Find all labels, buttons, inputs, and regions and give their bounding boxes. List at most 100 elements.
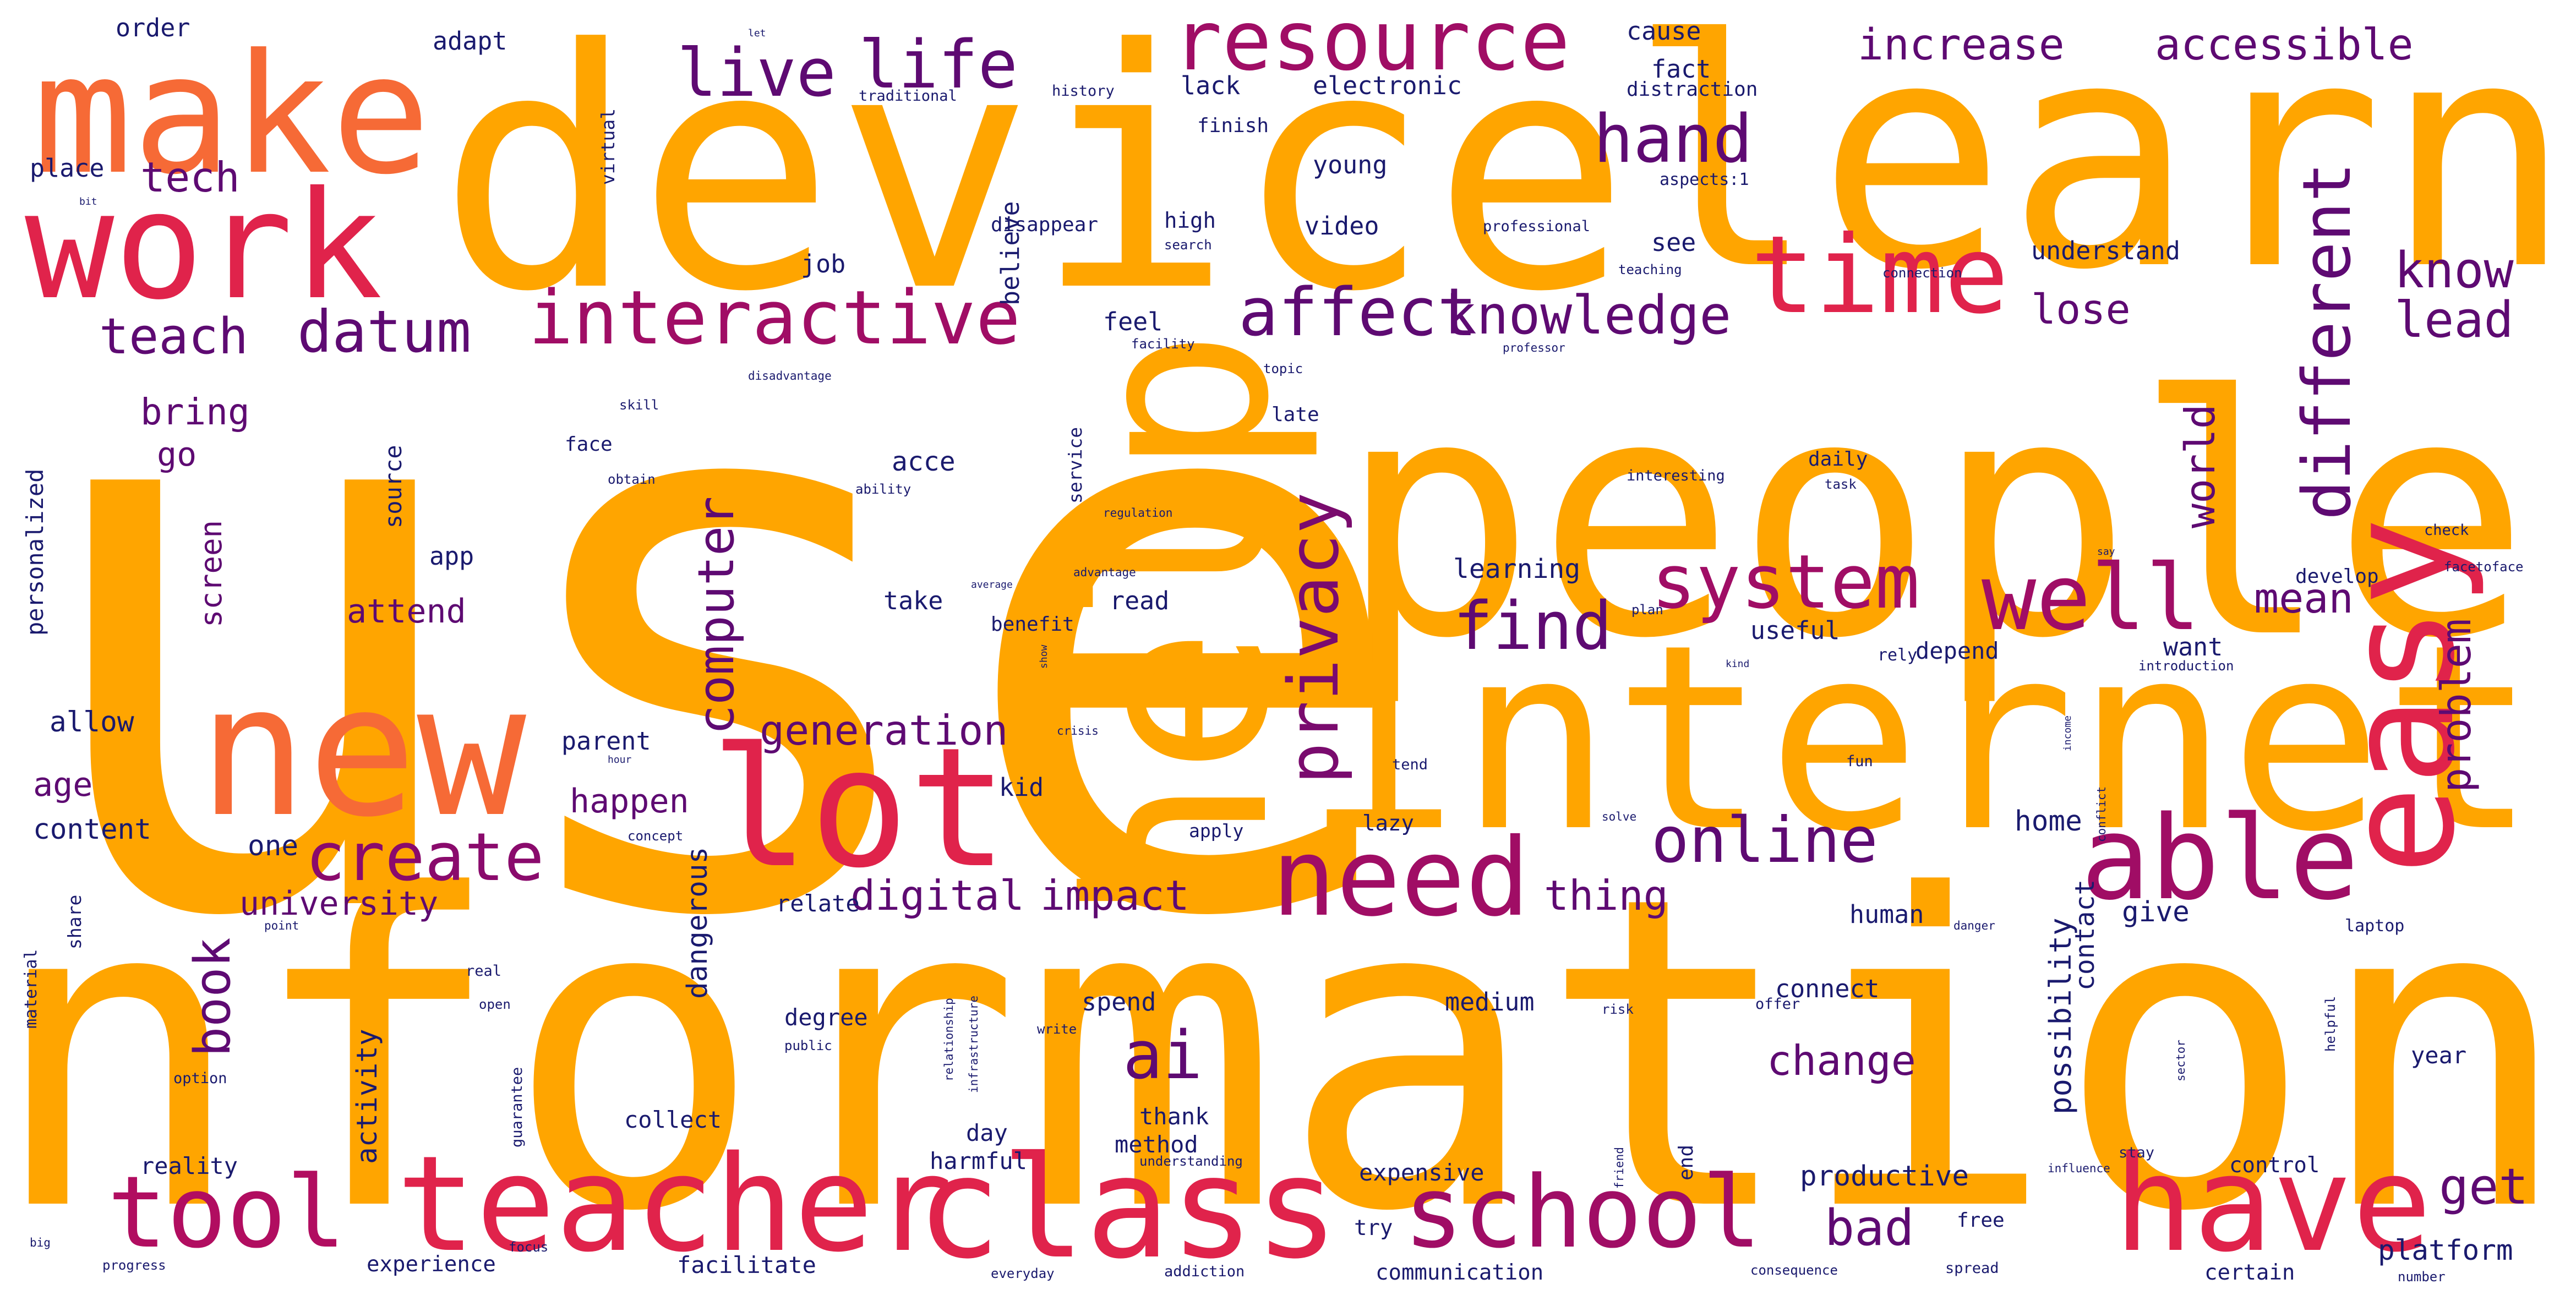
word-help: help [1037,328,1324,925]
word-different: different [2290,162,2366,520]
word-expensive: expensive [1359,1161,1485,1187]
word-thank: thank [1139,1105,1209,1131]
word-tool: tool [107,1156,346,1271]
word-helpful: helpful [2323,996,2338,1052]
word-relate: relate [776,892,860,918]
word-need: need [1271,817,1530,941]
word-kid: kid [999,773,1044,802]
word-activity: activity [352,1029,385,1164]
word-topic: topic [1263,362,1303,376]
word-check: check [2424,523,2469,540]
word-fun: fun [1846,755,1873,771]
word-rely: rely [1878,647,1918,665]
word-take: take [883,586,943,616]
word-depend: depend [1915,639,1999,665]
word-say: say [2097,547,2115,558]
word-let: let [748,28,766,40]
word-impact: impact [1040,872,1189,920]
word-dangerous: dangerous [682,846,715,999]
word-infrastructure: infrastructure [968,995,981,1093]
word-facetoface: facetoface [2444,560,2524,575]
word-use: use [17,183,1418,1086]
word-live: live [677,36,836,112]
word-crisis: crisis [1057,725,1099,738]
word-influence: influence [2048,1162,2110,1176]
word-focus: focus [509,1240,549,1255]
word-ability: ability [855,482,912,497]
word-problem: problem [2432,618,2480,793]
word-have: have [2114,1128,2432,1281]
word-lack: lack [1181,71,1241,101]
word-lose: lose [2031,286,2131,334]
word-privacy: privacy [1273,491,1354,784]
word-point: point [264,920,299,933]
word-regulation: regulation [1103,507,1173,520]
word-number: number [2398,1270,2446,1285]
word-platform: platform [2378,1235,2513,1268]
word-control: control [2229,1154,2320,1179]
word-addiction: addiction [1164,1265,1245,1281]
word-connect: connect [1775,974,1880,1004]
word-computer: computer [689,496,746,735]
word-learn: learn [1628,0,2573,338]
word-feel: feel [1103,307,1163,337]
word-attend: attend [347,591,466,631]
word-online: online [1651,804,1878,877]
word-change: change [1767,1037,1916,1085]
word-professor: professor [1503,342,1565,355]
word-people: people [1338,327,2531,712]
word-year: year [2411,1043,2467,1070]
word-obtain: obtain [608,472,656,487]
word-generation: generation [760,707,1008,755]
word-free: free [1957,1209,2005,1232]
word-harmful: harmful [930,1149,1028,1176]
word-get: get [2439,1159,2529,1217]
word-face: face [565,433,613,456]
word-create: create [305,821,544,897]
word-bad: bad [1825,1200,1914,1258]
word-spend: spend [1082,987,1156,1017]
word-teaching: teaching [1618,263,1682,277]
word-sector: sector [2175,1040,2188,1081]
word-content: content [33,814,151,847]
word-option: option [173,1072,227,1088]
word-reality: reality [140,1154,238,1181]
word-big: big [30,1237,51,1250]
word-human: human [1849,900,1924,930]
word-go: go [157,434,197,474]
word-internet: internet [1305,589,2537,888]
word-able: able [2081,791,2359,926]
word-want: want [2163,632,2223,662]
word-university: university [239,883,439,923]
word-experience: experience [367,1253,496,1278]
word-material: material [23,949,41,1029]
word-give: give [2122,897,2190,930]
word-contact: contact [2069,879,2100,991]
word-interesting: interesting [1627,469,1725,485]
word-job: job [801,249,846,279]
word-friend: friend [1613,1147,1627,1189]
word-bit: bit [79,196,97,208]
word-class: class [916,1128,1339,1291]
word-electronic: electronic [1313,71,1462,101]
word-progress: progress [102,1258,166,1273]
word-professional: professional [1483,220,1591,236]
word-distraction: distraction [1627,78,1758,101]
word-risk: risk [1602,1002,1634,1017]
word-source: source [381,445,408,528]
word-show: show [1039,644,1050,669]
word-thing: thing [1544,872,1668,920]
word-share: share [64,894,86,949]
word-interactive: interactive [528,274,1021,362]
word-tend: tend [1392,758,1428,774]
word-personalized: personalized [23,468,50,636]
word-end: end [1674,1144,1698,1181]
word-communication: communication [1376,1261,1544,1286]
word-work: work [25,160,383,334]
word-allow: allow [50,707,134,740]
word-information: information [0,807,2573,1306]
word-fact: fact [1651,54,1711,84]
word-tech: tech [140,154,240,201]
word-daily: daily [1808,447,1868,471]
word-accessible: accessible [2155,21,2414,71]
